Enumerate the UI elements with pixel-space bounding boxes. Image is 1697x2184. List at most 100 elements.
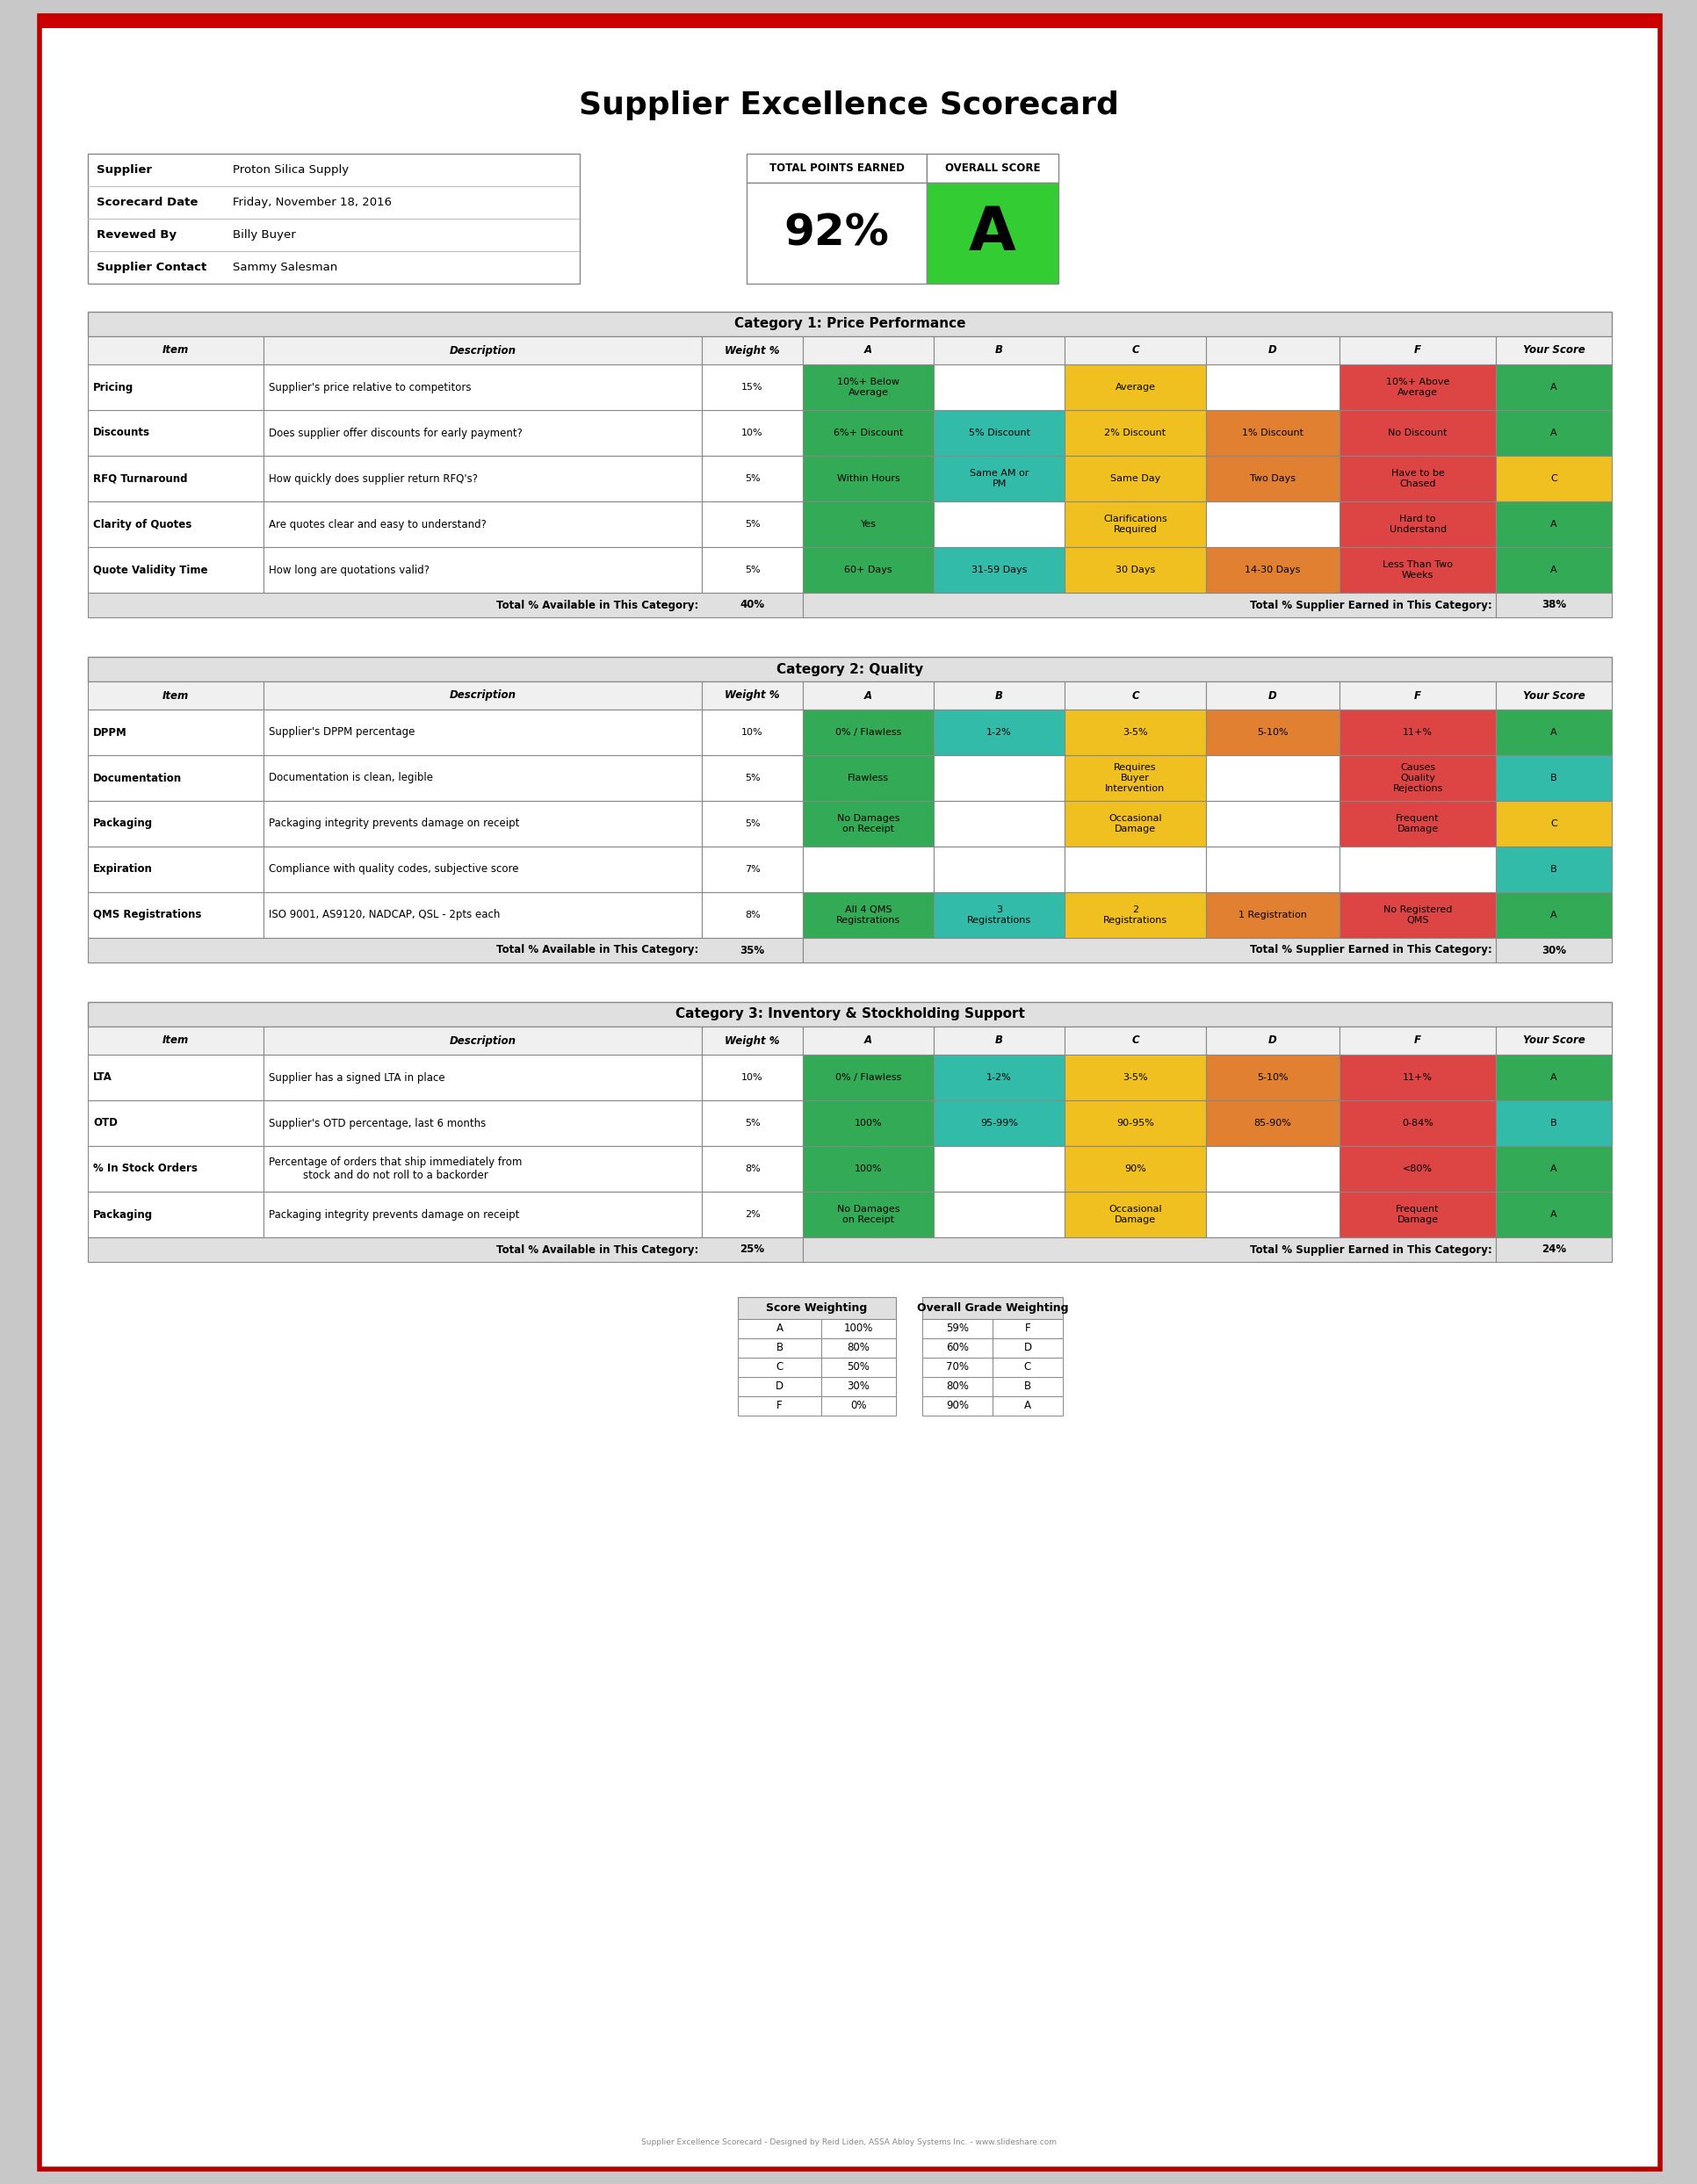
Text: C: C (1132, 345, 1139, 356)
Text: 100%: 100% (855, 1164, 882, 1173)
Text: Sammy Salesman: Sammy Salesman (232, 262, 338, 273)
Bar (1064, 502, 1207, 548)
Text: 2
Registrations: 2 Registrations (1103, 906, 1168, 924)
Bar (1207, 336, 1339, 365)
Text: Proton Silica Supply: Proton Silica Supply (232, 164, 350, 175)
Bar (1064, 802, 1207, 847)
Bar (263, 456, 703, 502)
Text: Same Day: Same Day (1110, 474, 1161, 483)
Bar (738, 1376, 821, 1396)
Bar (738, 1339, 821, 1358)
Text: 11+%: 11+% (1403, 1072, 1432, 1081)
Bar (933, 365, 1064, 411)
Text: No Damages
on Receipt: No Damages on Receipt (837, 1206, 899, 1223)
Bar (703, 456, 803, 502)
Bar (703, 1147, 803, 1192)
Text: Packaging: Packaging (93, 1208, 153, 1221)
Text: D: D (1269, 345, 1278, 356)
Bar (263, 681, 703, 710)
Bar (88, 502, 263, 548)
Text: F: F (1414, 1035, 1422, 1046)
Text: 90%: 90% (945, 1400, 969, 1411)
Text: Overall Grade Weighting: Overall Grade Weighting (916, 1302, 1069, 1315)
Bar (1495, 802, 1612, 847)
Bar (803, 548, 933, 592)
Bar (747, 183, 927, 284)
Bar (88, 937, 803, 963)
Bar (263, 847, 703, 893)
Bar (738, 1319, 821, 1339)
Bar (1064, 847, 1207, 893)
Text: Total % Available in This Category:: Total % Available in This Category: (496, 598, 699, 612)
Bar (263, 1026, 703, 1055)
Bar (993, 1339, 1062, 1358)
Bar (88, 710, 263, 756)
Bar (933, 1055, 1064, 1101)
Bar (703, 1026, 803, 1055)
Text: Two Days: Two Days (1251, 474, 1295, 483)
Text: Scorecard Date: Scorecard Date (97, 197, 199, 207)
Bar (88, 1055, 263, 1101)
Bar (747, 153, 927, 183)
Bar (1207, 847, 1339, 893)
Bar (738, 1396, 821, 1415)
Bar (1495, 893, 1612, 937)
Bar (263, 1147, 703, 1192)
Text: Item: Item (163, 345, 188, 356)
Text: B: B (994, 345, 1003, 356)
Bar (921, 1396, 993, 1415)
Text: Supplier's OTD percentage, last 6 months: Supplier's OTD percentage, last 6 months (268, 1118, 485, 1129)
Text: OVERALL SCORE: OVERALL SCORE (945, 162, 1040, 175)
Bar (803, 1192, 933, 1238)
Bar (1495, 336, 1612, 365)
Text: 80%: 80% (945, 1380, 969, 1393)
Text: C: C (1551, 474, 1558, 483)
Bar (703, 710, 803, 756)
Text: Packaging integrity prevents damage on receipt: Packaging integrity prevents damage on r… (268, 819, 519, 830)
Bar (1495, 937, 1612, 963)
Text: 38%: 38% (1541, 598, 1566, 612)
Bar (263, 802, 703, 847)
Bar (1495, 456, 1612, 502)
Text: 95-99%: 95-99% (981, 1118, 1018, 1127)
Text: 80%: 80% (847, 1343, 871, 1354)
Text: Total % Available in This Category:: Total % Available in This Category: (496, 1245, 699, 1256)
Text: 0% / Flawless: 0% / Flawless (835, 727, 901, 736)
Bar (88, 456, 263, 502)
Bar (703, 548, 803, 592)
Text: <80%: <80% (1403, 1164, 1432, 1173)
Text: QMS Registrations: QMS Registrations (93, 909, 202, 922)
Bar (803, 847, 933, 893)
Bar (803, 592, 1495, 618)
Bar (263, 365, 703, 411)
Bar (1495, 710, 1612, 756)
Bar (803, 893, 933, 937)
Bar (1339, 502, 1495, 548)
Bar (263, 411, 703, 456)
Text: 5%: 5% (745, 773, 760, 782)
Bar (1339, 1026, 1495, 1055)
Bar (1339, 802, 1495, 847)
Bar (1207, 1055, 1339, 1101)
Text: Description: Description (450, 1035, 516, 1046)
Bar (738, 1297, 896, 1319)
Bar (88, 1192, 263, 1238)
Text: A: A (1551, 911, 1558, 919)
Bar (1207, 411, 1339, 456)
Text: D: D (1269, 690, 1278, 701)
Text: Occasional
Damage: Occasional Damage (1108, 1206, 1162, 1223)
Bar (703, 847, 803, 893)
Text: 50%: 50% (847, 1361, 871, 1374)
Bar (88, 1147, 263, 1192)
Bar (803, 1238, 1495, 1262)
Bar (703, 1055, 803, 1101)
Bar (803, 756, 933, 802)
Bar (803, 1101, 933, 1147)
Bar (88, 802, 263, 847)
Bar (263, 548, 703, 592)
Bar (1495, 1026, 1612, 1055)
Bar (1495, 1238, 1612, 1262)
Bar (1495, 548, 1612, 592)
Bar (1339, 756, 1495, 802)
Text: 59%: 59% (945, 1324, 969, 1334)
